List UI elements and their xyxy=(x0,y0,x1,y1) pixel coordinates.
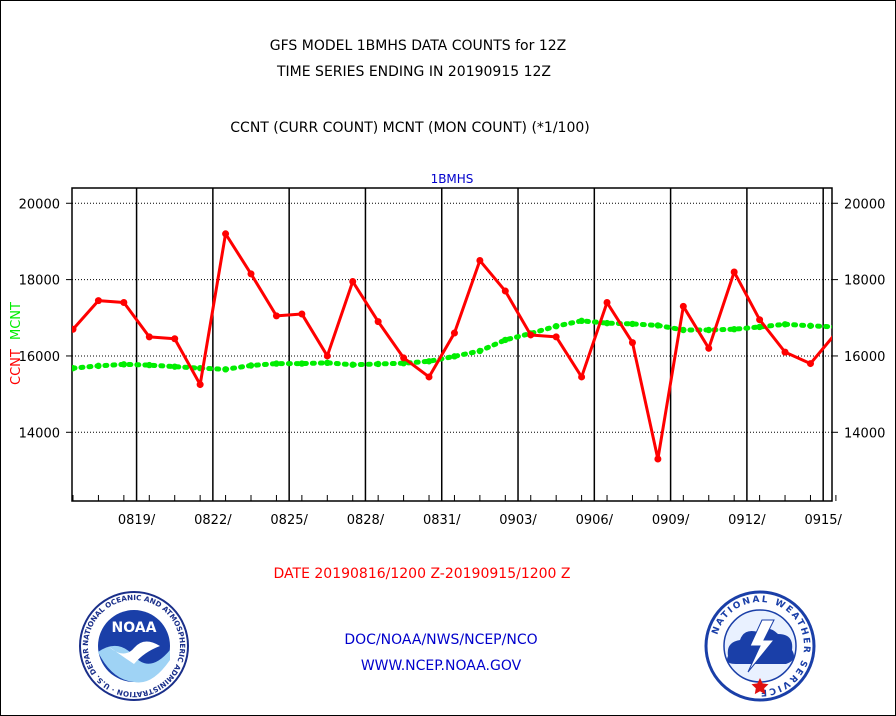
mcnt-point xyxy=(603,319,611,327)
mcnt-point xyxy=(781,321,789,328)
mcnt-point xyxy=(425,358,433,365)
chart-title-line2: TIME SERIES ENDING IN 20190915 12Z xyxy=(277,64,551,80)
mcnt-point xyxy=(730,326,738,333)
ccnt-point xyxy=(806,360,814,368)
ccnt-point xyxy=(603,299,611,307)
x-tick-label: 0909/ xyxy=(652,513,690,528)
mcnt-point xyxy=(476,347,484,355)
ccnt-point xyxy=(171,335,179,343)
y-tick-label-left: 14000 xyxy=(19,426,60,441)
mcnt-point xyxy=(247,362,255,369)
mcnt-point xyxy=(222,366,229,373)
x-tick-label: 0828/ xyxy=(347,513,385,528)
mcnt-point xyxy=(400,360,407,367)
ccnt-point xyxy=(628,339,636,347)
noaa-logo: NATIONAL OCEANIC AND ATMOSPHERIC ADMINIS… xyxy=(78,590,189,701)
ccnt-point xyxy=(425,373,433,381)
ccnt-point xyxy=(552,333,560,341)
nws-logo: NATIONAL WEATHER SERVICE xyxy=(704,590,816,702)
ccnt-point xyxy=(832,330,839,337)
y-tick-label-right: 18000 xyxy=(844,274,885,289)
mcnt-point xyxy=(72,364,77,372)
x-tick-label: 0903/ xyxy=(499,513,537,528)
ccnt-point xyxy=(654,455,662,463)
mcnt-point xyxy=(349,361,356,368)
ccnt-point xyxy=(781,348,789,356)
mcnt-point xyxy=(146,361,153,369)
x-tick-label: 0906/ xyxy=(576,513,614,528)
mcnt-point xyxy=(171,363,178,370)
y-axis-label-mcnt: MCNT xyxy=(9,302,24,340)
x-tick-label: 0915/ xyxy=(804,513,842,528)
ccnt-point xyxy=(450,329,458,337)
mcnt-point xyxy=(807,322,814,329)
org-text: DOC/NOAA/NWS/NCEP/NCO xyxy=(344,632,538,648)
y-tick-label-right: 20000 xyxy=(844,197,885,212)
ccnt-point xyxy=(323,352,331,360)
ccnt-point xyxy=(120,299,128,307)
noaa-logo-text: NOAA xyxy=(112,620,157,636)
ccnt-point xyxy=(730,268,738,276)
ccnt-point xyxy=(501,287,509,295)
mcnt-point xyxy=(629,320,636,328)
mcnt-point xyxy=(833,324,839,330)
ncep-link[interactable]: WWW.NCEP.NOAA.GOV xyxy=(360,658,522,674)
ccnt-point xyxy=(247,270,255,278)
ccnt-point xyxy=(196,381,204,389)
y-tick-label-right: 16000 xyxy=(844,350,885,365)
ccnt-point xyxy=(72,325,77,333)
ccnt-point xyxy=(476,257,484,265)
mcnt-point xyxy=(324,359,331,367)
ccnt-point xyxy=(400,354,408,362)
date-range: DATE 20190816/1200 Z-20190915/1200 Z xyxy=(273,566,571,582)
mcnt-point xyxy=(502,336,509,344)
y-tick-label-left: 20000 xyxy=(19,197,60,212)
ccnt-point xyxy=(349,278,357,286)
x-tick-label: 0822/ xyxy=(194,513,232,528)
mcnt-point xyxy=(756,323,763,331)
chart-title-line1: GFS MODEL 1BMHS DATA COUNTS for 12Z xyxy=(269,38,567,54)
ccnt-point xyxy=(298,310,306,318)
x-tick-label: 0912/ xyxy=(728,513,766,528)
mcnt-point xyxy=(654,322,662,329)
y-tick-label-right: 14000 xyxy=(844,426,885,441)
plot-area xyxy=(71,187,833,502)
y-tick-label-left: 18000 xyxy=(19,274,60,289)
x-tick-label: 0825/ xyxy=(270,513,308,528)
ccnt-point xyxy=(578,373,586,381)
series-line-ccnt xyxy=(72,232,832,461)
mcnt-point xyxy=(680,326,687,334)
mcnt-point xyxy=(451,353,458,360)
mcnt-point xyxy=(120,361,128,368)
ccnt-point xyxy=(679,302,687,310)
mcnt-point xyxy=(95,362,102,370)
ccnt-point xyxy=(272,312,280,320)
mcnt-point xyxy=(298,360,306,367)
mcnt-point xyxy=(705,326,712,334)
mcnt-point xyxy=(273,360,280,367)
x-tick-label: 0831/ xyxy=(423,513,461,528)
y-tick-label-left: 16000 xyxy=(19,350,60,365)
mcnt-point xyxy=(578,317,585,325)
mcnt-point xyxy=(374,360,382,368)
panel-label: 1BMHS xyxy=(430,172,474,186)
ccnt-point xyxy=(145,333,153,341)
y-axis-label-ccnt: CCNT xyxy=(9,349,24,385)
ccnt-point xyxy=(374,318,382,326)
mcnt-point xyxy=(552,322,560,330)
ccnt-point xyxy=(527,331,535,339)
ccnt-point xyxy=(705,344,713,352)
ccnt-point xyxy=(756,316,764,324)
ccnt-point xyxy=(94,297,102,305)
x-tick-label: 0819/ xyxy=(118,513,156,528)
ccnt-point xyxy=(222,230,230,238)
chart-subtitle: CCNT (CURR COUNT) MCNT (MON COUNT) (*1/1… xyxy=(230,120,590,136)
